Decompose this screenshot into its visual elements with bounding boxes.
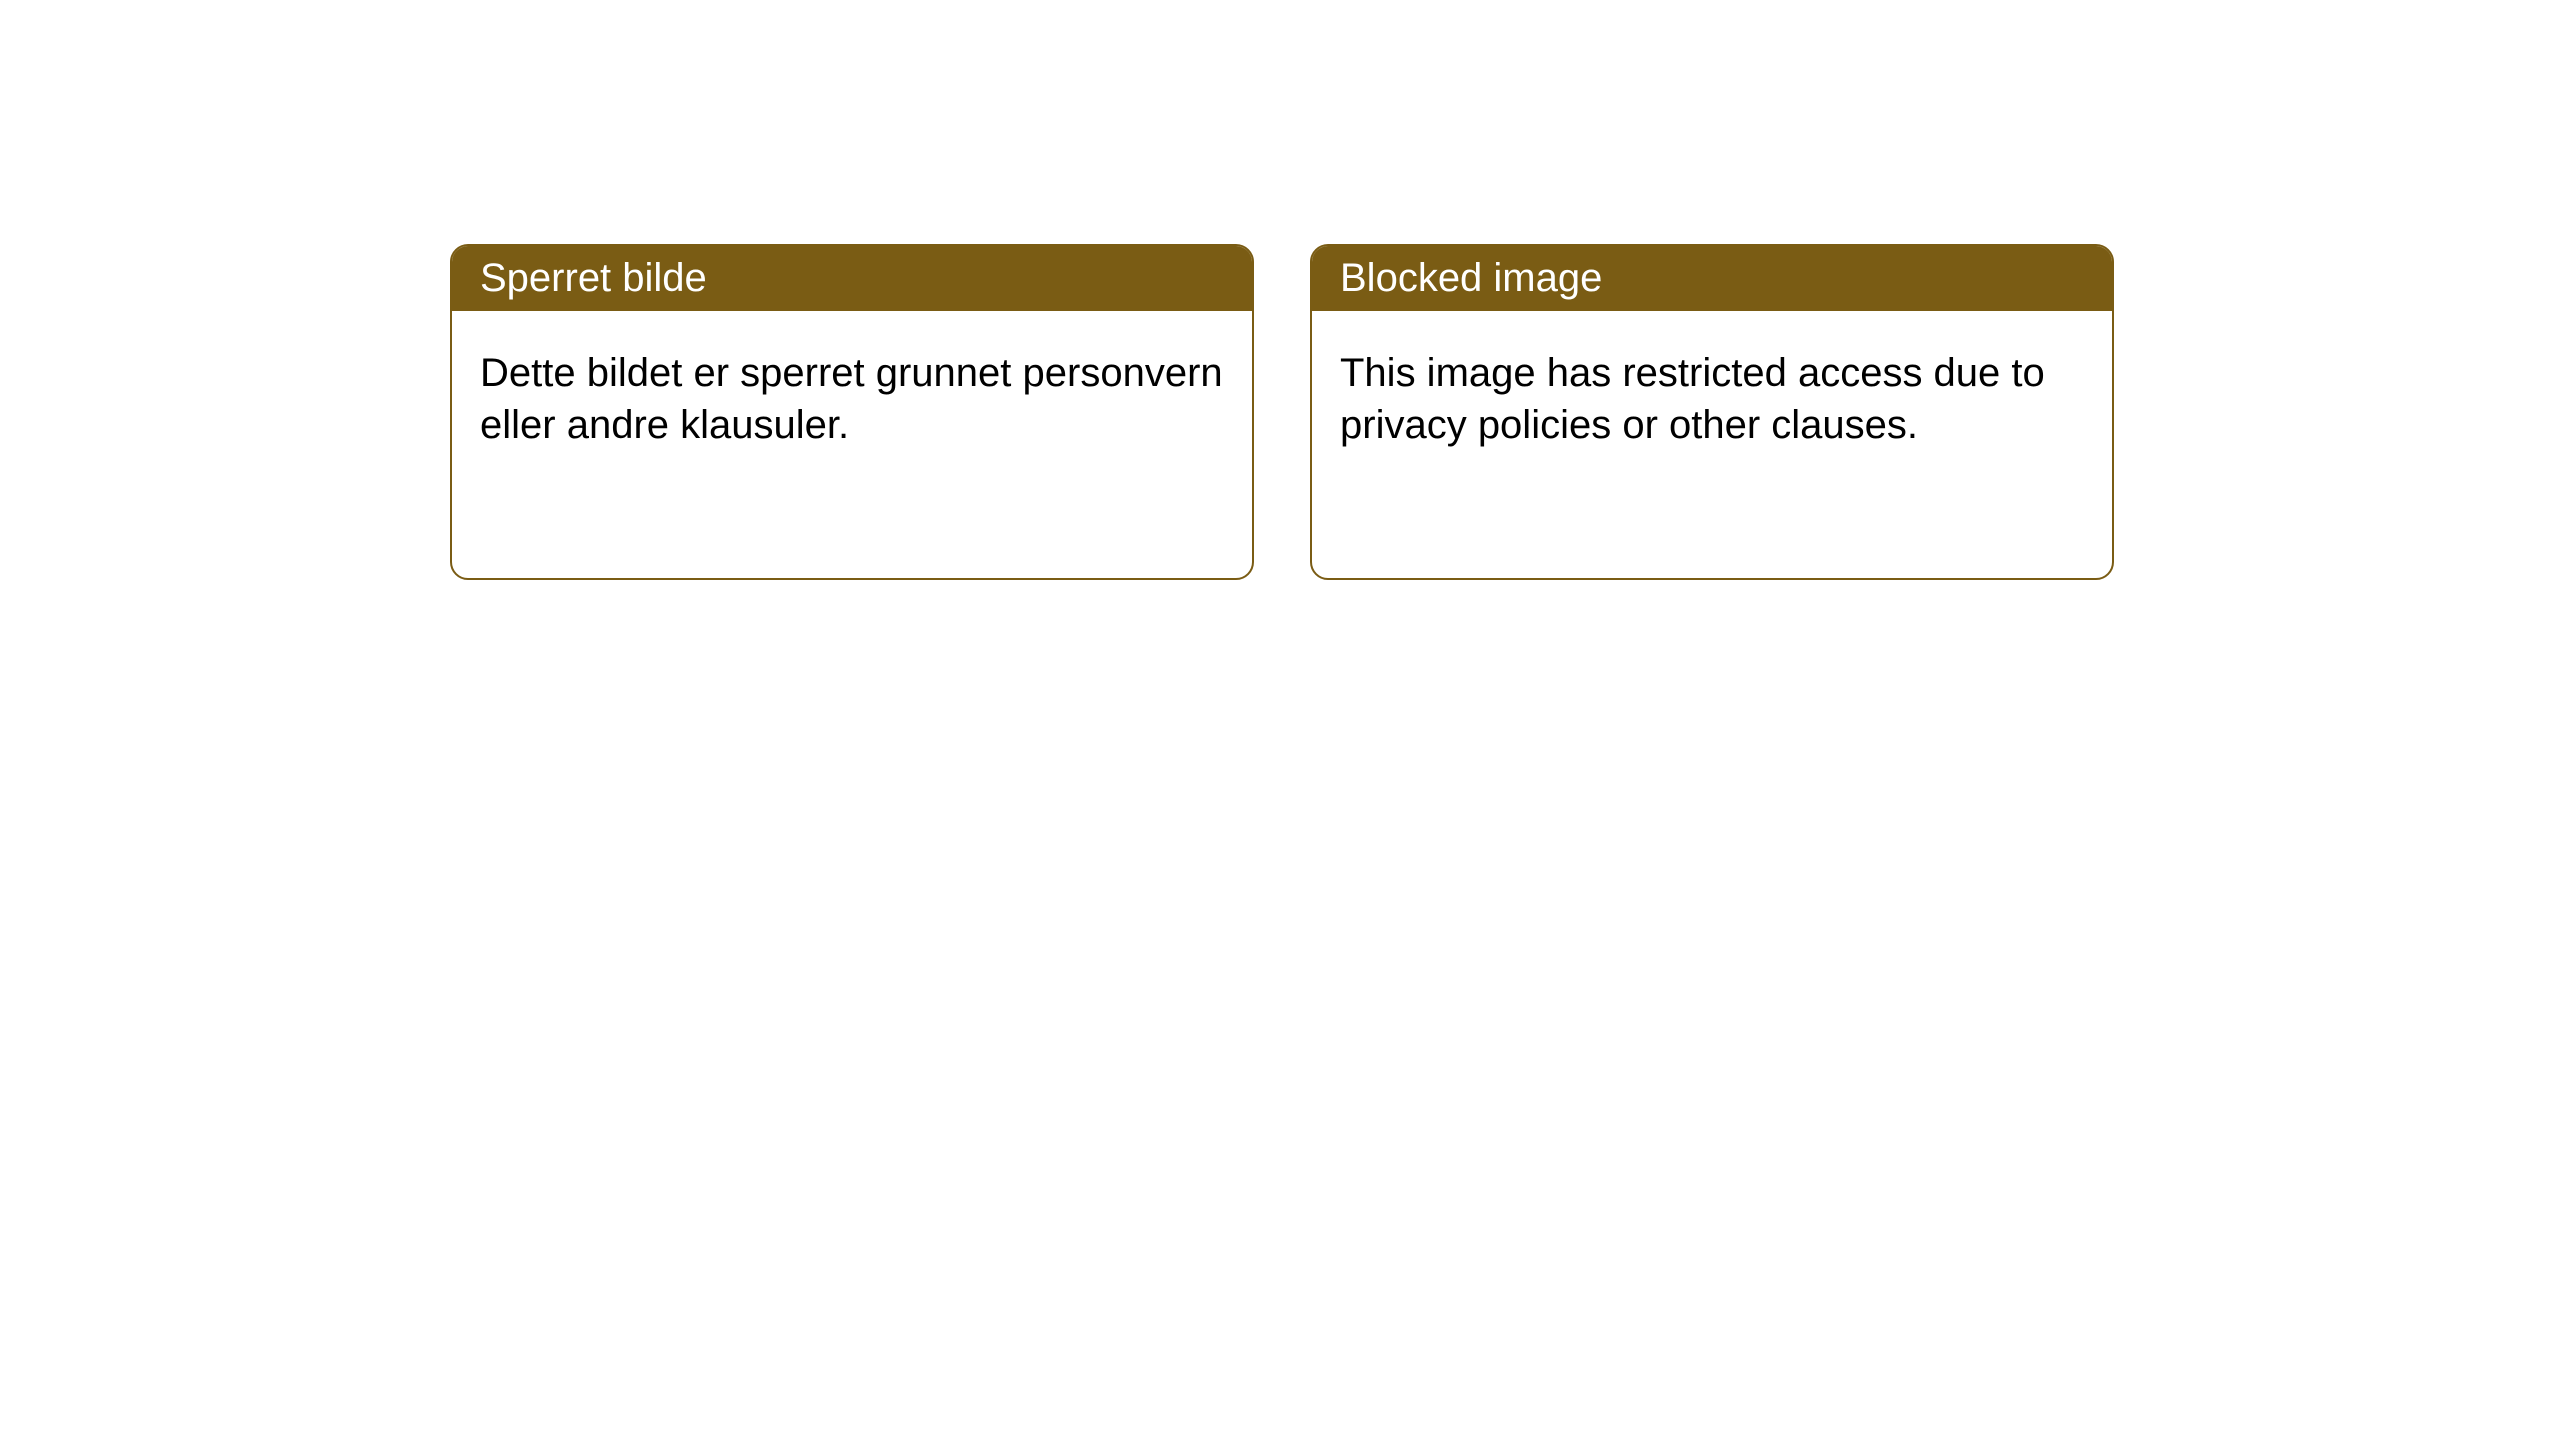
- card-body: This image has restricted access due to …: [1312, 311, 2112, 487]
- card-body: Dette bildet er sperret grunnet personve…: [452, 311, 1252, 487]
- notice-container: Sperret bilde Dette bildet er sperret gr…: [0, 0, 2560, 580]
- card-title: Blocked image: [1340, 256, 1602, 300]
- notice-card-english: Blocked image This image has restricted …: [1310, 244, 2114, 580]
- card-body-text: Dette bildet er sperret grunnet personve…: [480, 351, 1223, 447]
- card-body-text: This image has restricted access due to …: [1340, 351, 2045, 447]
- card-header: Blocked image: [1312, 246, 2112, 311]
- card-title: Sperret bilde: [480, 256, 707, 300]
- card-header: Sperret bilde: [452, 246, 1252, 311]
- notice-card-norwegian: Sperret bilde Dette bildet er sperret gr…: [450, 244, 1254, 580]
